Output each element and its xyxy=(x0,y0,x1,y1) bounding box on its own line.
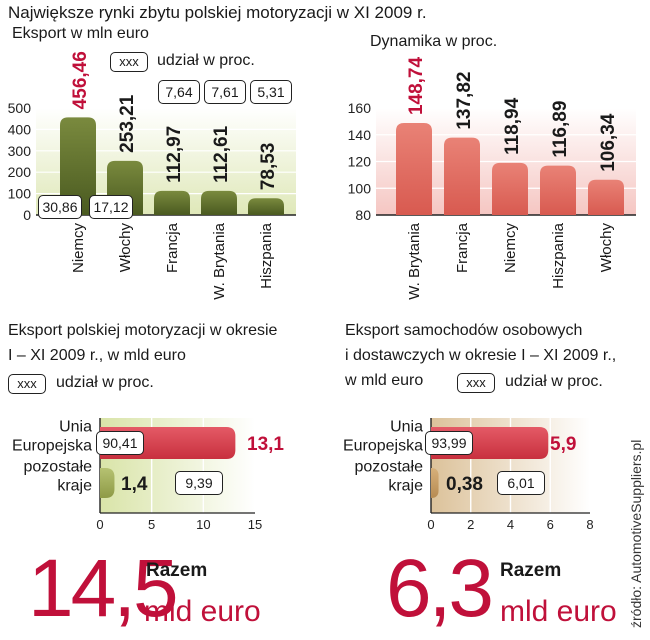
share-label: 7,61 xyxy=(204,80,246,104)
cars-year-total-unit: mld euro xyxy=(500,595,617,628)
y-tick-label: 300 xyxy=(8,143,32,159)
cars-year-subtitle-line3: w mld euro xyxy=(345,372,424,389)
x-tick-label: 0 xyxy=(427,517,434,532)
x-tick-label: 6 xyxy=(547,517,554,532)
bar xyxy=(60,117,96,215)
dynamics-subtitle: Dynamika w proc. xyxy=(370,33,498,50)
cars-year-total-value: 6,3 xyxy=(386,543,494,634)
category-label: Francja xyxy=(454,222,471,273)
value-label: 137,82 xyxy=(454,72,475,130)
share-label: 30,86 xyxy=(38,195,82,219)
value-label: 78,53 xyxy=(258,143,279,191)
category-label: Unia xyxy=(390,419,423,436)
y-tick-label: 120 xyxy=(348,154,372,170)
y-tick-label: 80 xyxy=(355,207,371,223)
x-tick-label: 0 xyxy=(96,517,103,532)
export-year-chart: 0 5 10 15 Unia Europejska pozostałe kraje 13,1 1,… xyxy=(12,418,284,532)
value-label: 0,38 xyxy=(446,474,483,495)
cars-year-subtitle-line1: Eksport samochodów osobowych xyxy=(345,322,583,339)
y-tick-label: 160 xyxy=(348,100,372,116)
cars-year-legend-box: xxx xyxy=(457,373,495,393)
x-tick-label: 15 xyxy=(248,517,262,532)
page-title: Największe rynki zbytu polskiej motoryza… xyxy=(8,3,427,22)
cars-year-total-label: Razem xyxy=(500,560,562,581)
export-year-subtitle-line1: Eksport polskiej motoryzacji w okresie xyxy=(8,322,278,339)
share-label: 90,41 xyxy=(96,431,144,455)
export-year-total-label: Razem xyxy=(146,560,208,581)
y-tick-label: 200 xyxy=(8,164,32,180)
bar xyxy=(492,162,528,215)
share-label: 9,39 xyxy=(175,471,223,495)
category-label: W. Brytania xyxy=(406,222,423,299)
export-month-legend-box: xxx xyxy=(110,52,148,72)
category-label: Europejska xyxy=(12,438,92,455)
category-label: kraje xyxy=(388,478,423,495)
export-year-legend-box: xxx xyxy=(8,374,46,394)
x-tick-label: 5 xyxy=(148,517,155,532)
share-label: 7,64 xyxy=(158,80,200,104)
cars-year-legend-text: udział w proc. xyxy=(505,373,603,390)
bar xyxy=(248,198,284,215)
share-label: 6,01 xyxy=(497,471,545,495)
bar xyxy=(588,179,624,215)
category-label: Włochy xyxy=(117,223,134,273)
value-label: 118,94 xyxy=(502,97,523,154)
category-label: Hiszpania xyxy=(258,222,275,289)
y-tick-label: 100 xyxy=(8,186,32,202)
value-label: 253,21 xyxy=(117,94,138,153)
y-tick-label: 0 xyxy=(23,207,31,223)
category-label: W. Brytania xyxy=(211,222,228,299)
source-note: źródło: AutomotiveSuppliers.pl xyxy=(628,439,644,628)
x-tick-label: 4 xyxy=(507,517,514,532)
value-label: 5,9 xyxy=(550,434,576,455)
category-label: Niemcy xyxy=(502,223,519,274)
share-label: 17,12 xyxy=(89,195,133,219)
y-tick-label: 140 xyxy=(348,127,372,143)
bar xyxy=(540,165,576,215)
category-label: Hiszpania xyxy=(550,222,567,289)
bar xyxy=(431,468,439,498)
value-label: 106,34 xyxy=(598,113,619,172)
y-tick-label: 400 xyxy=(8,121,32,137)
x-tick-label: 8 xyxy=(586,517,593,532)
export-year-total-unit: mld euro xyxy=(144,595,261,628)
bar xyxy=(396,123,432,215)
category-label: Włochy xyxy=(598,223,615,273)
share-label: 93,99 xyxy=(425,431,473,455)
category-label: kraje xyxy=(57,478,92,495)
value-label: 116,89 xyxy=(550,101,571,158)
cars-year-subtitle-line2: i dostawczych w okresie I – XI 2009 r., xyxy=(345,347,617,364)
x-tick-label: 2 xyxy=(467,517,474,532)
value-label: 112,97 xyxy=(164,126,185,183)
bar xyxy=(100,468,115,498)
category-label: pozostałe xyxy=(355,459,424,476)
export-year-legend-text: udział w proc. xyxy=(56,374,154,391)
export-year-total-value: 14,5 xyxy=(28,543,179,634)
value-label: 112,61 xyxy=(211,125,232,182)
category-label: Niemcy xyxy=(70,223,87,274)
category-label: Francja xyxy=(164,222,181,273)
category-label: pozostałe xyxy=(24,459,93,476)
bar xyxy=(201,190,237,215)
y-tick-label: 100 xyxy=(348,180,372,196)
value-label: 13,1 xyxy=(247,434,284,455)
value-label: 148,74 xyxy=(406,57,427,116)
x-tick-label: 10 xyxy=(196,517,210,532)
y-tick-label: 500 xyxy=(8,100,32,116)
export-year-subtitle-line2: I – XI 2009 r., w mld euro xyxy=(8,347,186,364)
category-label: Unia xyxy=(59,419,92,436)
export-month-legend-text: udział w proc. xyxy=(157,52,255,69)
export-month-subtitle: Eksport w mln euro xyxy=(12,25,149,42)
share-label: 5,31 xyxy=(250,80,292,104)
bar xyxy=(444,137,480,215)
category-label: Europejska xyxy=(343,438,423,455)
value-label: 1,4 xyxy=(121,474,148,495)
value-label: 456,46 xyxy=(70,51,91,109)
bar xyxy=(154,190,190,215)
dynamics-chart: 80 100 120 140 160 148,74 W. Brytania 137,82 Fra… xyxy=(348,57,636,300)
